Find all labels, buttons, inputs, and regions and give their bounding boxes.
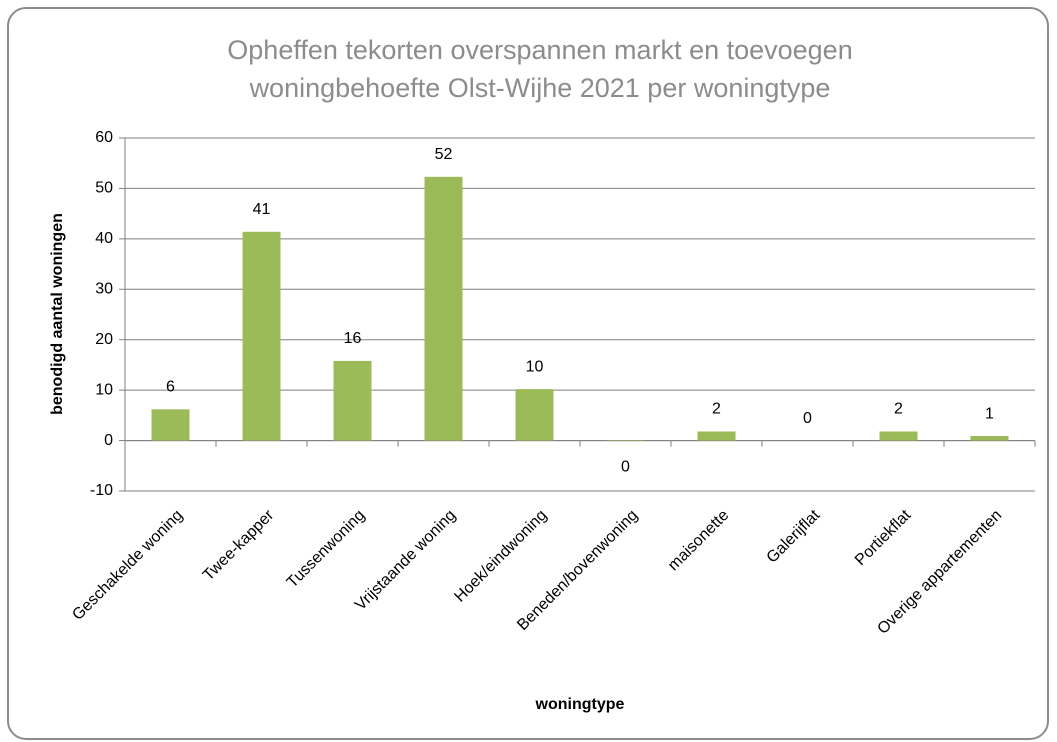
- y-tick-label: 60: [95, 129, 113, 146]
- y-tick-label: 50: [95, 180, 113, 197]
- y-tick-label: 40: [95, 230, 113, 247]
- data-label: 6: [166, 379, 175, 396]
- y-tick-label: 30: [95, 281, 113, 298]
- bar: [606, 440, 645, 442]
- chart-frame: [7, 7, 1049, 740]
- bar: [424, 176, 463, 441]
- bar: [697, 431, 736, 441]
- data-label: 41: [253, 201, 271, 218]
- data-label: 0: [803, 410, 812, 427]
- data-label: 1: [985, 405, 994, 422]
- data-label: 16: [344, 330, 362, 347]
- bar: [242, 231, 281, 441]
- x-axis-title: woningtype: [535, 696, 625, 713]
- chart-title: Opheffen tekorten overspannen markt en t…: [227, 35, 852, 65]
- bar: [333, 360, 372, 441]
- y-tick-label: 10: [95, 381, 113, 398]
- data-label: 2: [712, 401, 721, 418]
- chart-title: woningbehoefte Olst-Wijhe 2021 per wonin…: [249, 73, 831, 103]
- data-label: 52: [435, 146, 453, 163]
- y-tick-label: 20: [95, 331, 113, 348]
- data-label: 2: [894, 401, 903, 418]
- y-tick-label: -10: [90, 482, 113, 499]
- bar: [515, 389, 554, 441]
- bar: [970, 436, 1009, 441]
- y-axis-title: benodigd aantal woningen: [49, 213, 66, 415]
- data-label: 10: [526, 358, 544, 375]
- y-tick-label: 0: [104, 432, 113, 449]
- bar: [879, 431, 918, 441]
- data-label: 0: [621, 458, 630, 475]
- bar: [151, 409, 190, 441]
